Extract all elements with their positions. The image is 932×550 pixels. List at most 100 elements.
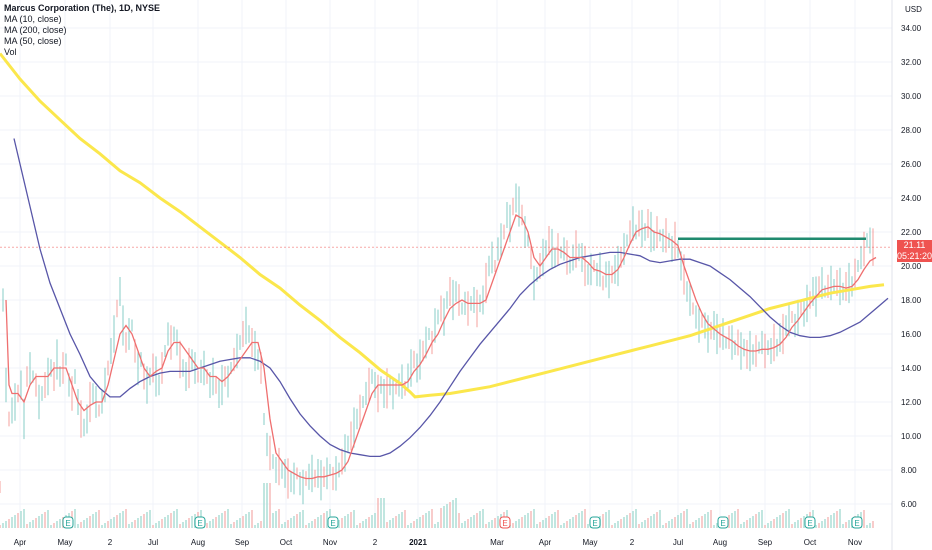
volume-bar xyxy=(374,513,376,528)
x-tick-label: Jul xyxy=(148,538,158,547)
volume-bar xyxy=(278,509,280,528)
volume-bar xyxy=(122,511,124,528)
volume-bar xyxy=(458,513,460,528)
volume-bar xyxy=(413,521,415,528)
chart-title: Marcus Corporation (The), 1D, NYSE xyxy=(4,3,161,13)
volume-bar xyxy=(605,512,607,528)
volume-bar xyxy=(668,521,670,528)
earnings-letter: E xyxy=(65,519,70,528)
y-tick-label: 24.00 xyxy=(901,194,922,203)
x-tick-label: Oct xyxy=(280,538,293,547)
volume-bar xyxy=(269,483,271,528)
earnings-marker[interactable]: E xyxy=(851,516,863,529)
volume-bar xyxy=(755,514,757,528)
volume-bar xyxy=(11,517,13,528)
ma200-line xyxy=(0,52,885,399)
volume-bar xyxy=(671,519,673,528)
volume-bar xyxy=(521,517,523,528)
y-tick-label: 18.00 xyxy=(901,296,922,305)
volume-bar xyxy=(611,525,613,528)
volume-bar xyxy=(212,519,214,528)
legend-vol[interactable]: Vol xyxy=(4,47,17,57)
legend-ma200[interactable]: MA (200, close) xyxy=(4,25,67,35)
volume-bar xyxy=(44,512,46,528)
earnings-marker[interactable]: E xyxy=(327,516,339,529)
volume-bar xyxy=(581,511,583,528)
volume-bar xyxy=(800,518,802,528)
volume-bar xyxy=(638,524,640,528)
legend-ma10[interactable]: MA (10, close) xyxy=(4,14,62,24)
volume-bar xyxy=(158,521,160,528)
last-price-value: 21.11 xyxy=(903,240,926,251)
volume-bar xyxy=(41,514,43,528)
volume-bar xyxy=(113,517,115,528)
volume-bar xyxy=(26,524,28,528)
volume-bar xyxy=(230,524,232,528)
volume-bar xyxy=(635,509,637,528)
volume-bar xyxy=(842,524,844,528)
volume-bar xyxy=(533,509,535,528)
volume-bar xyxy=(257,523,259,528)
volume-bar xyxy=(311,521,313,528)
volume-bar xyxy=(119,513,121,528)
volume-bar xyxy=(710,510,712,528)
volume-bar xyxy=(98,510,100,528)
x-tick-label: Aug xyxy=(191,538,205,547)
earnings-badge[interactable] xyxy=(717,516,729,529)
volume-bar xyxy=(338,520,340,528)
earnings-badge[interactable] xyxy=(589,516,601,529)
volume-bar xyxy=(167,515,169,528)
volume-bar xyxy=(23,509,25,528)
volume-bar xyxy=(164,517,166,528)
volume-bar xyxy=(767,523,769,528)
earnings-badge[interactable] xyxy=(327,516,339,529)
volume-bar xyxy=(443,506,445,528)
volume-bar xyxy=(20,511,22,528)
volume-bar xyxy=(512,523,514,528)
volume-bar xyxy=(758,512,760,528)
volume-bar xyxy=(461,523,463,528)
earnings-marker[interactable]: E xyxy=(194,516,206,529)
volume-bar xyxy=(530,511,532,528)
volume-bar xyxy=(131,522,133,528)
volume-bar xyxy=(659,510,661,528)
earnings-badge[interactable] xyxy=(194,516,206,529)
ma50-line xyxy=(13,138,889,458)
volume-bar xyxy=(629,513,631,528)
volume-bar xyxy=(128,524,130,528)
volume-bar xyxy=(620,519,622,528)
volume-bar xyxy=(449,502,451,528)
volume-bar xyxy=(179,524,181,528)
volume-bar xyxy=(665,523,667,528)
volume-bar xyxy=(302,510,304,528)
earnings-badge[interactable] xyxy=(804,516,816,529)
x-tick-label: Apr xyxy=(539,538,552,547)
legend-ma50[interactable]: MA (50, close) xyxy=(4,36,62,46)
earnings-badge[interactable] xyxy=(62,516,74,529)
earnings-marker[interactable]: E xyxy=(717,516,729,529)
countdown-timer: 05:21:20 xyxy=(897,251,932,262)
volume-bar xyxy=(401,512,403,528)
volume-bar xyxy=(320,515,322,528)
volume-bar xyxy=(287,520,289,528)
volume-bar xyxy=(830,515,832,528)
chart-legend: Marcus Corporation (The), 1D, NYSE MA (1… xyxy=(4,3,160,58)
volume-bar xyxy=(746,520,748,528)
earnings-marker[interactable]: E xyxy=(499,516,511,529)
volume-bar xyxy=(497,516,499,528)
earnings-marker[interactable]: E xyxy=(62,516,74,529)
volume-bar xyxy=(32,520,34,528)
y-tick-label: 22.00 xyxy=(901,228,922,237)
volume-bar xyxy=(518,519,520,528)
earnings-badge[interactable] xyxy=(851,516,863,529)
earnings-marker[interactable]: E xyxy=(589,516,601,529)
y-tick-label: 30.00 xyxy=(901,92,922,101)
ma10-line xyxy=(5,214,877,480)
volume-bar xyxy=(380,498,382,528)
earnings-badge[interactable] xyxy=(499,516,511,529)
volume-bar xyxy=(80,522,82,528)
volume-bar xyxy=(140,516,142,528)
earnings-marker[interactable]: E xyxy=(804,516,816,529)
